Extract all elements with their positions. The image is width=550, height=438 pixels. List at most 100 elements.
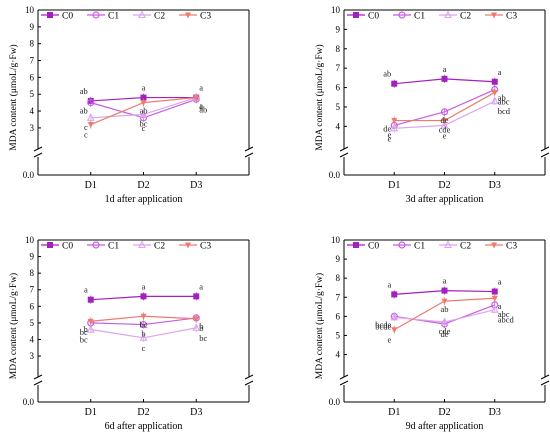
axis-break-mark	[540, 374, 550, 380]
data-point	[87, 296, 94, 303]
series-c3	[87, 312, 200, 326]
y-tick-label: 3	[30, 351, 35, 361]
legend-label-c0: C0	[368, 12, 379, 22]
y-tick-label: 7	[30, 56, 35, 66]
y-tick-label: 9	[30, 252, 35, 262]
y-tick-label: 6	[30, 72, 35, 82]
series-c0	[391, 286, 498, 299]
data-point	[391, 118, 398, 125]
data-point	[491, 89, 498, 96]
axis-break-mark	[244, 380, 254, 386]
data-point	[491, 78, 498, 85]
data-point	[140, 94, 147, 101]
data-point	[391, 327, 398, 334]
data-point	[193, 293, 200, 300]
data-point	[193, 316, 200, 323]
y-tick-label: 10	[331, 5, 341, 15]
y-tick-label: 8	[336, 44, 341, 54]
legend-label-c1: C1	[414, 12, 425, 22]
significance-label: a	[142, 83, 146, 93]
data-point	[140, 313, 147, 320]
data-point	[192, 323, 201, 331]
significance-label: abc	[498, 309, 510, 319]
data-point	[390, 312, 399, 321]
data-point	[86, 324, 95, 333]
legend-label-c2: C2	[154, 12, 165, 22]
data-point	[490, 304, 499, 313]
significance-label: bc	[80, 327, 88, 337]
series-c3	[391, 294, 498, 334]
significance-label: ab	[199, 104, 207, 114]
legend-label-c2: C2	[460, 242, 471, 252]
data-point	[140, 100, 147, 107]
significance-label: ab	[498, 93, 506, 103]
significance-label: b	[199, 323, 203, 333]
x-tick-label: D3	[489, 407, 501, 418]
legend: C0 C1 C2 C3	[347, 10, 517, 22]
significance-label: ab	[139, 106, 147, 116]
data-point	[87, 122, 94, 129]
significance-label: ab	[80, 106, 88, 116]
chart-panel-3: 0.0 3 4 5 6 7 8 9 10 D1 D2 D3 MDA content (μmoL/g·Fw…	[8, 235, 254, 432]
significance-label: b	[84, 324, 88, 334]
y-tick-label: 0.0	[329, 397, 341, 407]
y-tick-label: 5	[30, 318, 35, 328]
data-point	[87, 99, 95, 107]
significance-label: a	[199, 281, 203, 291]
x-tick-label: D1	[85, 180, 97, 191]
significance-label: b	[199, 321, 203, 331]
significance-label: b	[141, 329, 145, 339]
y-tick-label: 0.0	[329, 170, 341, 180]
legend-label-c2: C2	[154, 242, 165, 252]
legend-label-c2: C2	[460, 12, 471, 22]
legend-marker-c2	[138, 10, 146, 19]
y-axis-label: MDA content (μmoL/g·Fw)	[8, 273, 19, 379]
data-point	[441, 75, 448, 82]
legend-label-c1: C1	[108, 242, 119, 252]
legend-label-c1: C1	[414, 242, 425, 252]
significance-label: abcd	[498, 315, 515, 325]
x-tick-label: D3	[489, 180, 501, 191]
series-c2	[390, 96, 499, 133]
series-c2	[86, 323, 201, 342]
data-point	[86, 113, 95, 121]
y-tick-label: 10	[331, 235, 341, 245]
data-point	[491, 288, 498, 295]
axis-break-mark	[244, 152, 254, 158]
significance-label: bcd	[498, 106, 511, 116]
legend-label-c0: C0	[62, 242, 73, 252]
y-axis-label: MDA content (μmoL/g·Fw)	[8, 44, 19, 150]
chart-title: 9d after application	[406, 421, 484, 432]
data-point	[440, 317, 449, 326]
legend-marker-c0	[47, 242, 53, 248]
significance-label: bc	[80, 335, 88, 345]
legend-marker-c1	[92, 11, 100, 19]
y-tick-label: 7	[336, 292, 341, 302]
chart-panel-2: 0.0 4 5 6 7 8 9 10 D1 D2 D3 MDA content (μmoL/g·Fw)…	[314, 5, 550, 205]
x-tick-label: D2	[137, 407, 149, 418]
legend-label-c3: C3	[200, 12, 211, 22]
legend-marker-c2	[444, 240, 452, 249]
significance-label: abc	[498, 96, 510, 106]
y-tick-label: 0.0	[23, 397, 35, 407]
data-point	[139, 333, 148, 341]
series-c2	[390, 304, 499, 327]
significance-label: ab	[383, 69, 391, 79]
chart-title: 3d after application	[406, 194, 484, 205]
y-tick-label: 0.0	[23, 170, 35, 180]
y-tick-label: 8	[336, 273, 341, 283]
legend: C0 C1 C2 C3	[41, 10, 211, 22]
significance-label: e	[443, 130, 447, 140]
chart-title: 6d after application	[105, 421, 183, 432]
y-axis-label: MDA content (μmoL/g·Fw)	[314, 273, 325, 379]
significance-label: cde	[439, 125, 451, 135]
x-tick-label: D1	[388, 180, 400, 191]
significance-label: a	[443, 276, 447, 286]
significance-label: e	[387, 133, 391, 143]
significance-label: a	[84, 285, 88, 295]
data-point	[440, 108, 449, 116]
x-tick-label: D2	[137, 180, 149, 191]
significance-label: bc	[199, 333, 207, 343]
y-tick-label: 3	[30, 123, 35, 133]
